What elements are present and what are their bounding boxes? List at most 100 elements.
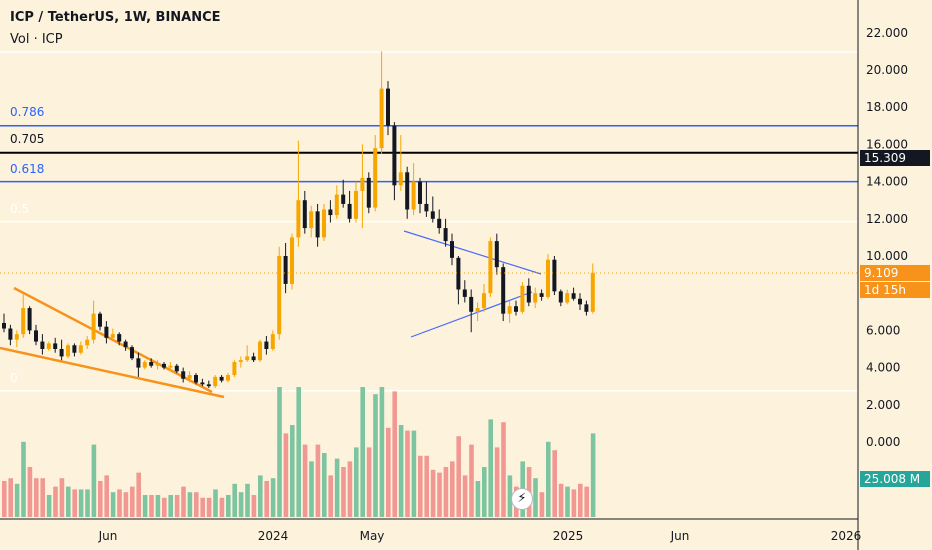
candle-body [379,88,384,149]
volume-bar [181,486,186,517]
candle-body [405,172,410,210]
volume-bar [168,495,173,517]
volume-bar [162,497,167,517]
volume-bar [475,481,481,517]
candle-body [245,356,250,361]
volume-bar [488,419,493,517]
candle-body [578,298,582,305]
x-tick-label: 2024 [258,529,289,543]
candle-body [392,125,397,186]
candle-body [456,257,461,290]
volume-bar [379,387,385,517]
countdown-tag: 1d 15h [860,282,930,298]
volume-bar [296,387,301,517]
volume-bar [578,483,583,517]
volume-bar [462,475,468,517]
candle-body [315,211,320,238]
volume-bar [411,430,417,517]
volume-bar [398,425,404,517]
candle-body [21,308,26,335]
candles [2,51,595,389]
candle-body [430,211,435,219]
price-axis[interactable]: 22.000 20.000 18.000 16.000 14.000 12.000 10.0… [866,26,908,449]
y-tick-label: 10.000 [866,249,908,263]
candle-body [411,181,416,210]
volume-bar [360,387,365,517]
volume-label: Vol · ICP [10,32,63,47]
volume-bar [354,447,359,517]
volume-bar [21,441,26,517]
volume-bar [8,478,13,517]
candle-body [72,345,77,353]
candle-body [296,200,301,238]
candle-body [206,384,211,387]
volume-bar [469,444,474,517]
volume-bar [546,441,551,517]
candle-body [270,334,275,349]
candle-body [386,88,390,126]
candle-body [520,285,525,312]
volume-tag: 25.008 M [860,471,930,487]
candle-body [130,347,134,359]
candle-body [162,363,166,368]
candle-body [558,291,563,303]
candle-body [219,376,224,381]
wedge-lower [0,346,225,399]
volume-bar [558,483,564,517]
volume-bar [187,492,193,517]
candle-body [136,358,141,368]
candle-body [341,194,346,204]
volume-bar [206,497,212,517]
candle-body [354,190,358,219]
volume-bar [142,495,148,517]
volume-bar [232,483,237,517]
candle-body [85,339,90,346]
volume-bar [450,461,455,517]
x-tick-label: 2026 [831,529,862,543]
volume-bar [437,472,442,517]
candle-body [34,330,38,342]
candle-body [110,334,115,338]
candle-body [469,296,474,312]
volume-bar [533,478,538,517]
trend-lines [0,230,542,399]
volume-bar [226,495,231,517]
candle-body [450,241,454,258]
volume-bar [258,475,263,517]
volume-bar [590,433,596,517]
volume-bar [430,469,436,517]
volume-bar [565,486,570,517]
volume-bar [552,450,557,517]
level-price-tag: 15.309 [860,150,930,166]
volume-bar [27,467,33,517]
candle-body [424,203,429,212]
volume-bar [59,478,65,517]
x-tick-label: 2025 [553,529,584,543]
volume-bar [302,444,308,517]
candle-body [347,203,352,219]
volume-bar [264,481,269,517]
candle-body [142,362,147,368]
candle-body [168,365,173,368]
volume-bar [34,478,39,517]
volume-bar [174,495,180,517]
candle-body [226,375,230,381]
x-tick-label: May [360,529,385,543]
chart-title: ICP / TetherUS, 1W, BINANCE [10,10,221,25]
volume-bar [136,472,141,517]
candle-body [40,341,45,349]
candle-body [123,341,128,348]
candle-body [104,326,109,338]
volume-bar [322,453,327,517]
time-axis[interactable]: Jun 2024 May 2025 Jun 2026 [98,529,862,543]
candle-body [59,349,64,357]
volume-bar [539,492,545,517]
lightning-icon[interactable]: ⚡ [511,488,533,510]
candle-body [14,334,19,340]
candle-body [302,200,307,229]
y-tick-label: 4.000 [866,361,900,375]
volume-bar [328,475,333,517]
y-tick-label: 12.000 [866,212,908,226]
